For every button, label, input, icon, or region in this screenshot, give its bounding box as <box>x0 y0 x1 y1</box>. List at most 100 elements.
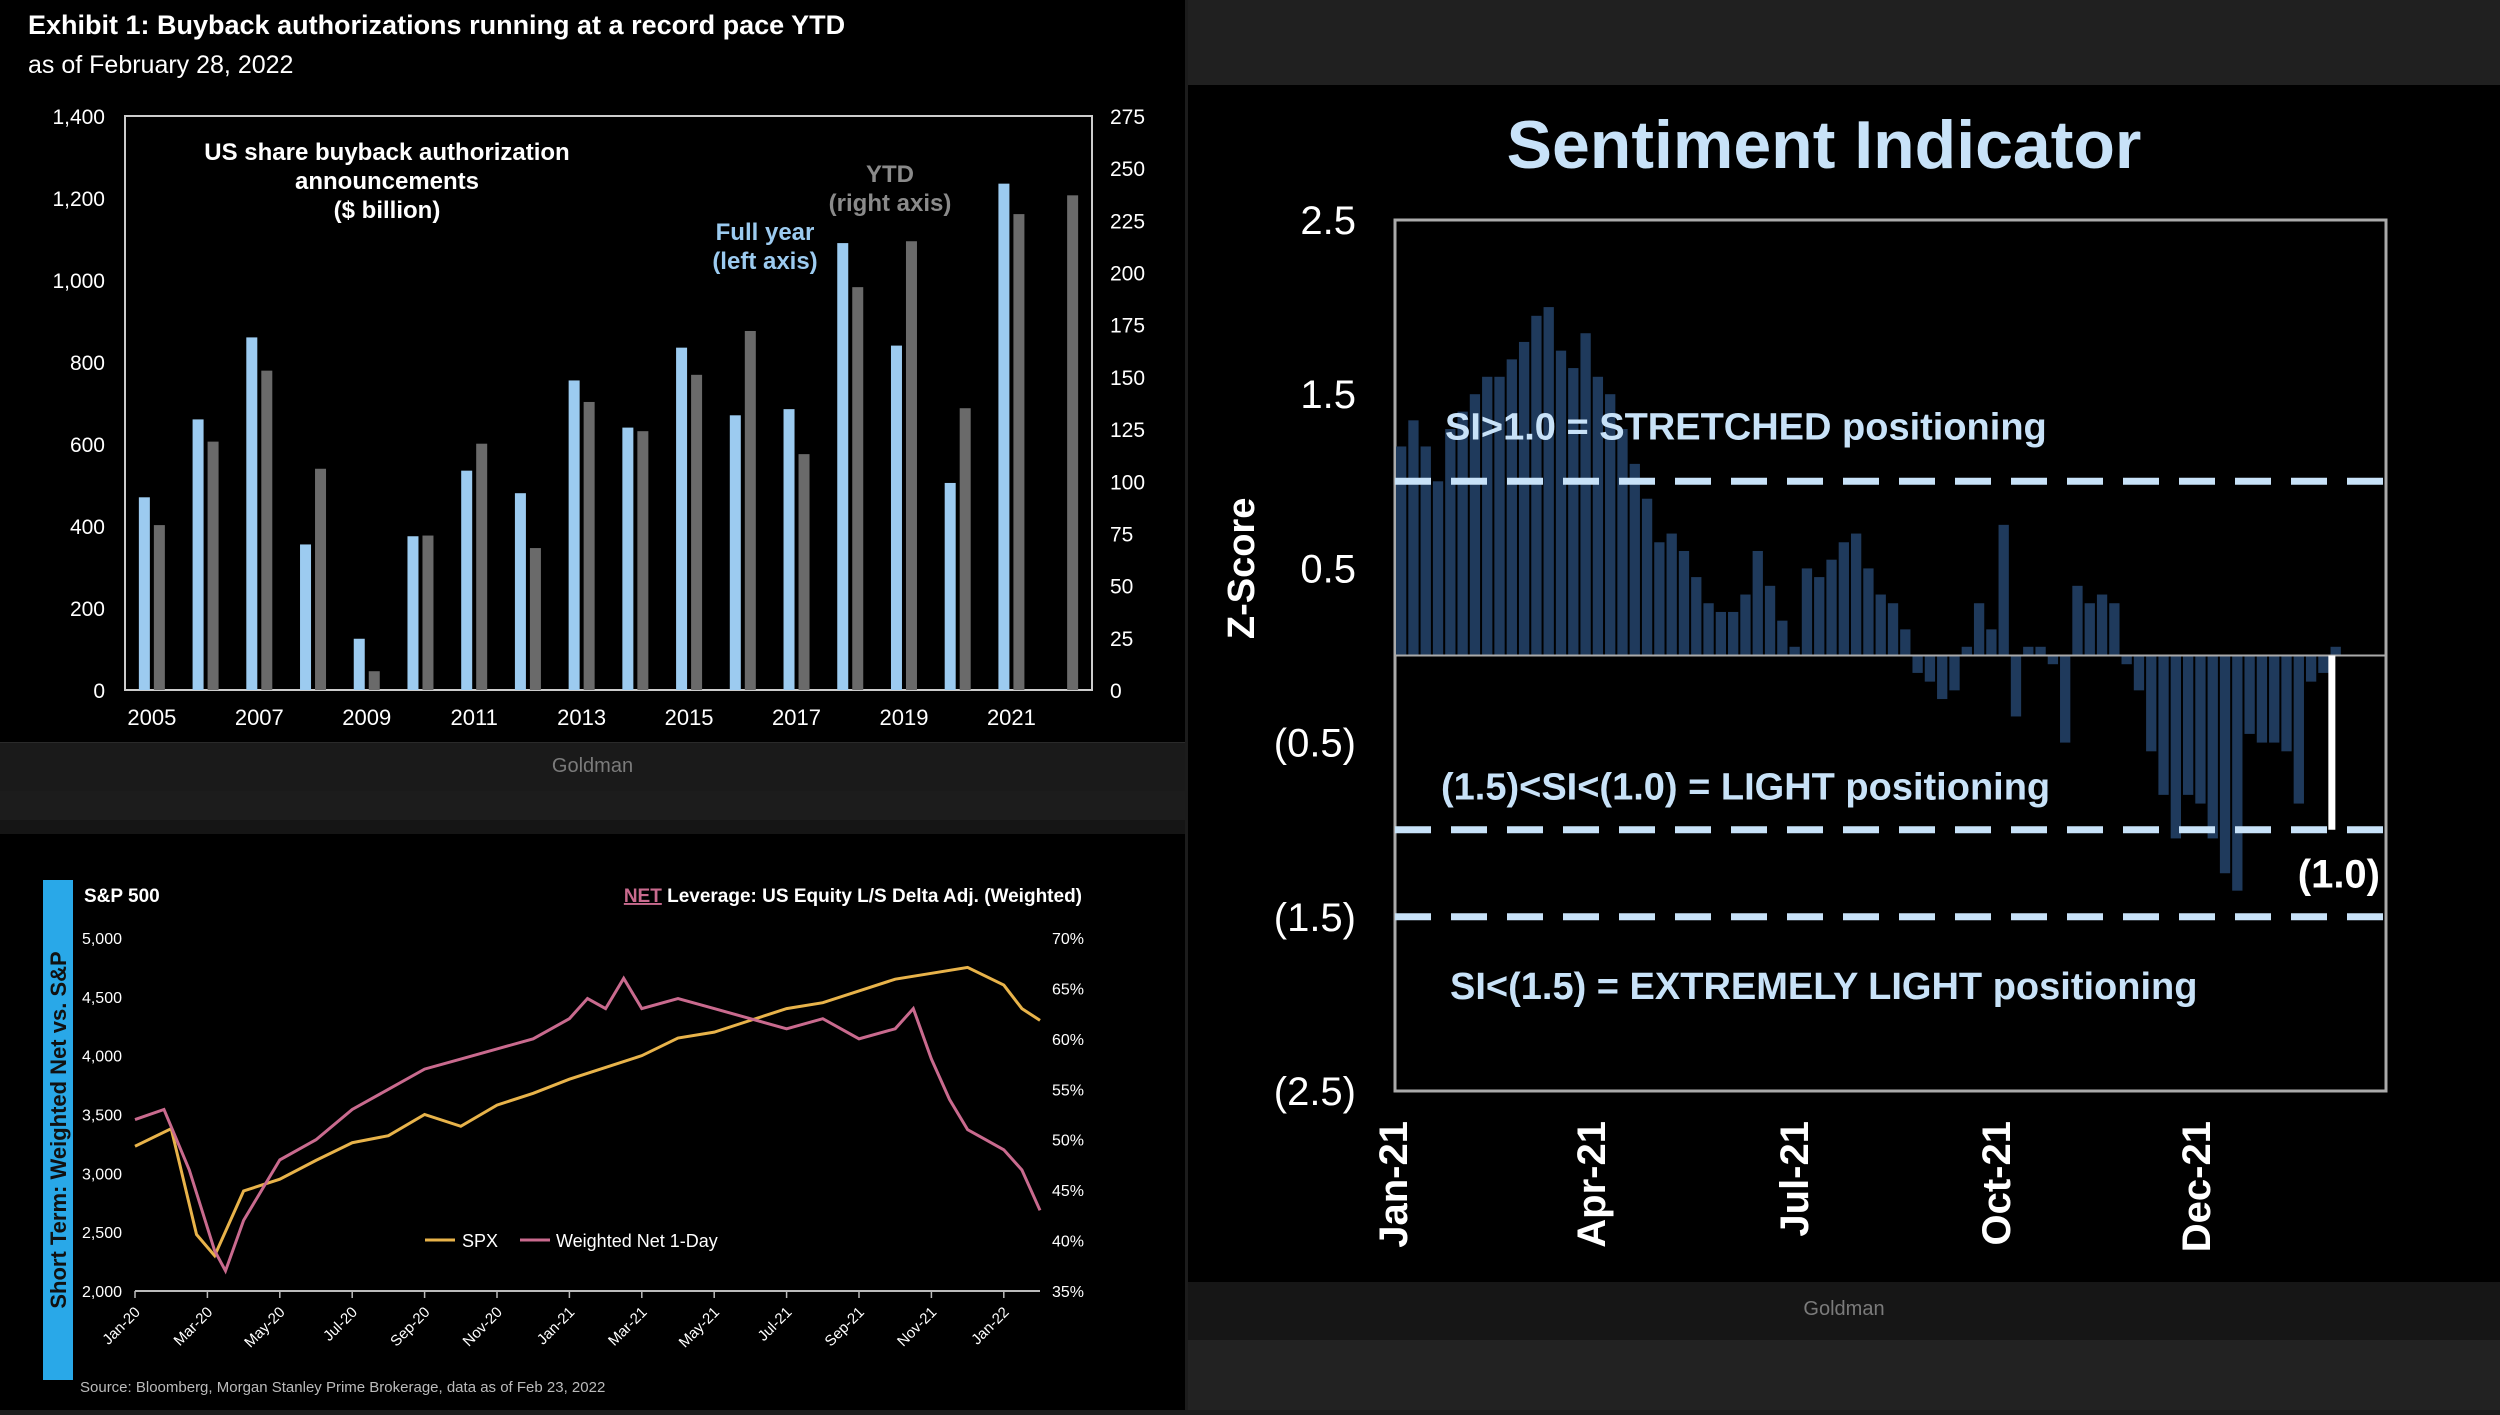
y-left-tick: 3,000 <box>82 1166 122 1183</box>
sentiment-bar <box>1555 350 1567 656</box>
y-left-tick: 2,000 <box>82 1284 122 1301</box>
sentiment-bar <box>1506 359 1517 656</box>
sentiment-bar <box>2023 646 2034 656</box>
x-tick: 2005 <box>127 705 176 730</box>
sentiment-bar <box>1961 646 1972 656</box>
sentiment-bar <box>1998 524 2009 656</box>
sentiment-bar <box>1592 376 1604 656</box>
x-tick: 2019 <box>879 705 928 730</box>
x-tick: Apr-21 <box>1570 1121 1614 1248</box>
x-tick: May-20 <box>241 1304 288 1351</box>
y-right-tick: 275 <box>1110 106 1145 129</box>
sentiment-bar <box>1850 533 1862 656</box>
bar-ytd <box>798 454 810 690</box>
y-right-tick: 150 <box>1110 367 1145 390</box>
bar-ytd <box>1067 195 1079 691</box>
sentiment-bar <box>2318 655 2329 673</box>
x-tick: Jan-22 <box>968 1304 1012 1348</box>
y-left-tick: 1,200 <box>52 188 105 211</box>
y-right-tick: 45% <box>1052 1183 1084 1200</box>
sentiment-bar <box>2146 655 2157 752</box>
bar-ytd <box>852 287 864 690</box>
y-left-tick: 1,400 <box>52 106 105 129</box>
sentiment-bar <box>1605 394 1616 656</box>
x-tick: Sep-21 <box>822 1304 868 1350</box>
y-left-tick: 5,000 <box>82 931 122 948</box>
bar-full-year <box>514 493 526 690</box>
sentiment-bar <box>2035 646 2046 656</box>
sentiment-bar <box>1420 446 1431 656</box>
y-left-tick: 800 <box>70 352 105 375</box>
y-right-tick: 35% <box>1052 1284 1084 1301</box>
bar-ytd <box>261 370 273 690</box>
sentiment-bar <box>1617 429 1628 656</box>
sentiment-bar <box>2060 655 2071 743</box>
sentiment-bar <box>2170 655 2181 839</box>
full-year-label: Full year <box>716 219 815 246</box>
bar-full-year <box>783 409 795 690</box>
sentiment-bar <box>1629 463 1640 656</box>
sentiment-bar <box>2305 655 2317 682</box>
sentiment-bar <box>2269 655 2280 743</box>
buyback-chart: Exhibit 1: Buyback authorizations runnin… <box>28 10 1145 730</box>
full-year-label: (left axis) <box>712 248 817 275</box>
spx-line <box>134 965 1041 1259</box>
x-tick: Mar-20 <box>171 1304 217 1350</box>
sentiment-bar <box>1432 481 1444 656</box>
sentiment-bar <box>1801 568 1813 656</box>
y-right-tick: 60% <box>1052 1032 1084 1049</box>
sentiment-bar <box>1457 411 1468 656</box>
sentiment-bar <box>1912 655 1923 673</box>
y-tick: (2.5) <box>1274 1070 1356 1114</box>
sentiment-bar <box>2158 655 2169 795</box>
y-left-tick: 0 <box>93 680 105 703</box>
inner-title-line: announcements <box>295 168 479 195</box>
sentiment-bar <box>1568 368 1579 656</box>
y-right-tick: 40% <box>1052 1234 1084 1251</box>
y-right-tick: 65% <box>1052 981 1084 998</box>
x-tick: Oct-21 <box>1975 1121 2019 1246</box>
chart-subtitle: as of February 28, 2022 <box>28 51 293 79</box>
y-right-tick: 100 <box>1110 471 1145 494</box>
y-left-tick: 1,000 <box>52 270 105 293</box>
bar-ytd <box>315 468 327 690</box>
inner-title-line: US share buyback authorization <box>204 139 569 166</box>
x-tick: Mar-21 <box>605 1304 651 1350</box>
y-left-tick: 400 <box>70 516 105 539</box>
left-credit: Goldman <box>551 755 634 777</box>
sentiment-bar <box>2047 655 2059 665</box>
x-tick: 2007 <box>235 705 284 730</box>
sentiment-bar <box>1494 376 1505 656</box>
buyback-chart-panel: Exhibit 1: Buyback authorizations runnin… <box>0 0 1185 790</box>
sentiment-bar <box>1469 394 1481 656</box>
y-right-tick: 200 <box>1110 263 1145 286</box>
sentiment-bar <box>1973 603 1985 656</box>
bar-full-year <box>676 347 688 690</box>
sentiment-bar <box>2195 655 2206 804</box>
bar-ytd <box>1013 214 1025 691</box>
x-tick: 2011 <box>451 705 498 730</box>
x-tick: 2021 <box>987 705 1036 730</box>
sentiment-bar <box>2293 655 2304 804</box>
y-right-tick: 225 <box>1110 210 1145 233</box>
sentiment-bar <box>1666 533 1677 656</box>
sentiment-bar <box>1678 550 1690 656</box>
x-tick: 2015 <box>665 705 714 730</box>
current-value-label: (1.0) <box>2298 853 2380 897</box>
sentiment-bar <box>2182 655 2194 795</box>
y-left-tick: 4,500 <box>82 990 122 1007</box>
bar-full-year <box>407 536 419 690</box>
y-tick: (0.5) <box>1274 722 1356 766</box>
bar-full-year <box>944 482 956 690</box>
sentiment-bar <box>1863 568 1874 656</box>
x-tick: Jan-20 <box>99 1304 143 1348</box>
side-label-bar <box>43 880 73 1380</box>
x-tick: May-21 <box>676 1304 723 1351</box>
sentiment-bar <box>1752 550 1763 656</box>
y-tick: 1.5 <box>1300 373 1356 417</box>
bar-ytd <box>959 408 971 690</box>
y-left-tick: 600 <box>70 434 105 457</box>
x-tick: 2013 <box>557 705 606 730</box>
sentiment-bar <box>2010 655 2022 717</box>
bar-ytd <box>422 535 434 690</box>
